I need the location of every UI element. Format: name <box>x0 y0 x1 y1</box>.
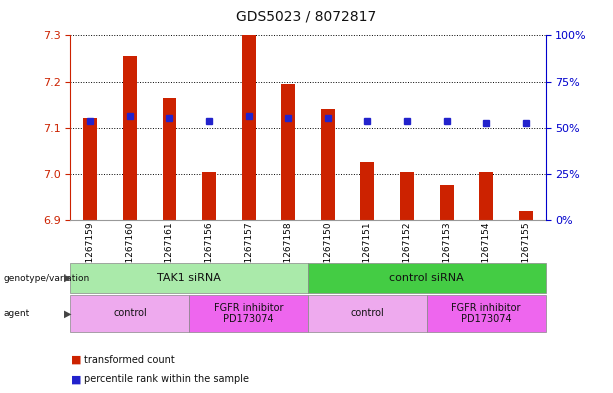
Bar <box>360 162 375 220</box>
Text: ▶: ▶ <box>64 273 71 283</box>
Text: FGFR inhibitor
PD173074: FGFR inhibitor PD173074 <box>214 303 283 324</box>
Text: ▶: ▶ <box>64 309 71 318</box>
Text: percentile rank within the sample: percentile rank within the sample <box>84 374 249 384</box>
Text: control: control <box>113 309 147 318</box>
Text: ■: ■ <box>70 374 81 384</box>
Text: genotype/variation: genotype/variation <box>3 274 89 283</box>
Bar <box>479 172 493 220</box>
Bar <box>202 172 216 220</box>
Text: control: control <box>351 309 384 318</box>
Bar <box>321 109 335 220</box>
Bar <box>123 56 137 220</box>
Bar <box>400 172 414 220</box>
Bar <box>83 119 97 220</box>
Text: GDS5023 / 8072817: GDS5023 / 8072817 <box>237 10 376 24</box>
Text: control siRNA: control siRNA <box>389 273 464 283</box>
Text: transformed count: transformed count <box>84 354 175 365</box>
Bar <box>519 211 533 220</box>
Text: TAK1 siRNA: TAK1 siRNA <box>158 273 221 283</box>
Text: agent: agent <box>3 309 29 318</box>
Bar <box>162 98 177 220</box>
Bar <box>242 35 256 220</box>
Bar <box>440 185 454 220</box>
Bar <box>281 84 295 220</box>
Text: FGFR inhibitor
PD173074: FGFR inhibitor PD173074 <box>451 303 521 324</box>
Text: ■: ■ <box>70 354 81 365</box>
